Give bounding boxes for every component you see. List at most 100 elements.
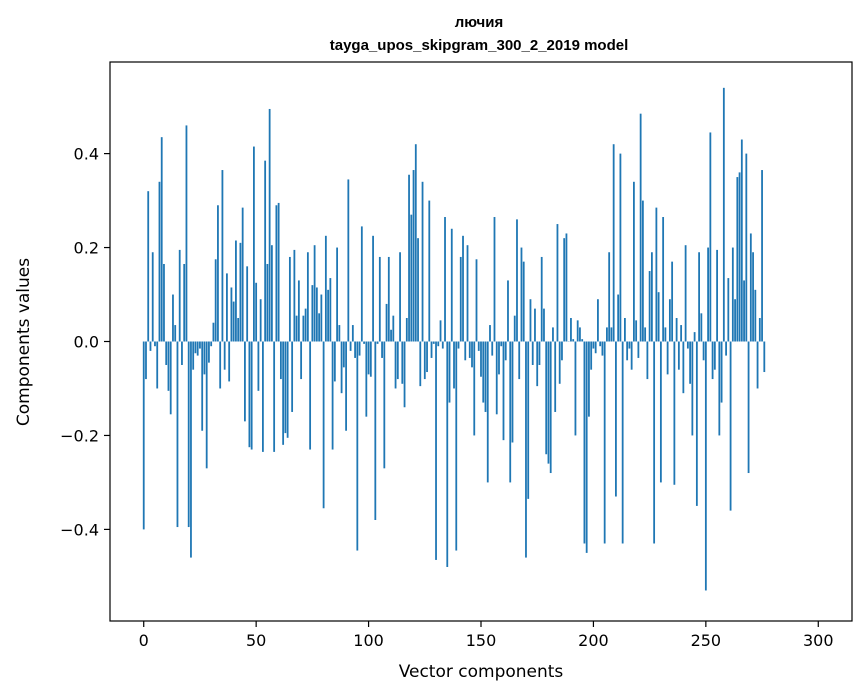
bar-75 [311,285,314,342]
bar-89 [342,341,345,368]
bar-97 [360,226,363,342]
bar-106 [381,341,383,358]
bar-118 [408,174,410,342]
bar-72 [304,308,307,342]
bar-69 [297,280,300,342]
bar-64 [286,341,289,438]
bar-147 [473,341,476,436]
bar-219 [635,320,638,342]
bar-128 [430,341,433,358]
bar-166 [516,219,518,342]
bar-159 [500,341,503,347]
bar-144 [466,245,469,342]
bar-123 [419,341,422,387]
bar-196 [583,341,586,544]
bar-175 [536,341,539,387]
bar-153 [486,341,489,483]
bar-162 [507,280,509,342]
bar-194 [579,327,581,342]
bar-108 [385,303,388,342]
bar-136 [448,341,451,403]
bar-167 [518,341,521,380]
bar-204 [601,341,604,356]
bar-244 [691,341,694,436]
bar-71 [302,315,305,342]
bar-260 [727,278,730,342]
bar-273 [756,341,759,389]
x-tick-label: 200 [578,631,609,650]
bar-96 [358,341,361,356]
x-ticks: 0 50 100 150 200 250 300 [139,621,834,650]
bar-255 [716,249,718,342]
bar-171 [527,341,530,499]
bar-238 [677,341,680,370]
bar-79 [320,294,323,342]
bar-53 [262,341,264,452]
bar-36 [223,341,226,370]
bar-179 [545,341,548,455]
y-tick-label: 0.4 [74,145,99,164]
bar-15 [176,341,179,528]
bar-95 [356,341,359,551]
bar-154 [489,325,491,342]
bar-223 [644,327,647,342]
bar-181 [549,341,552,474]
bar-65 [288,256,291,342]
bar-224 [646,341,649,380]
bar-14 [174,325,177,342]
bar-77 [315,287,318,342]
bar-165 [513,315,516,342]
bar-110 [390,329,392,342]
bar-274 [758,318,761,342]
bar-213 [621,341,624,544]
bar-178 [543,308,545,342]
bar-52 [259,299,262,342]
bar-210 [615,341,617,497]
bar-31 [212,322,215,342]
bar-92 [349,341,352,351]
bar-241 [684,245,687,342]
bar-66 [291,341,294,412]
bar-201 [594,341,597,354]
bar-133 [441,341,444,349]
bar-263 [734,299,736,342]
bar-182 [552,327,554,342]
bar-30 [210,341,213,347]
bar-6 [156,341,159,389]
bar-140 [457,341,460,349]
bar-191 [572,339,575,342]
bar-125 [423,341,426,380]
bar-164 [511,341,514,443]
bar-229 [657,292,660,342]
bar-5 [154,341,156,347]
x-tick-label: 150 [466,631,497,650]
bar-269 [747,341,750,474]
bar-168 [520,247,523,342]
bar-38 [228,341,231,382]
bar-47 [248,341,251,448]
bar-12 [169,341,172,415]
bar-227 [653,341,656,544]
bar-113 [396,341,399,380]
bar-239 [680,325,683,342]
bar-51 [257,341,260,391]
bar-240 [682,341,685,394]
bar-254 [713,341,716,370]
bar-233 [666,341,669,375]
bar-2 [147,191,150,342]
bar-268 [745,153,748,342]
bar-161 [504,341,507,361]
bar-214 [624,318,626,342]
bar-29 [208,341,210,363]
bar-54 [264,160,267,342]
bar-225 [648,271,651,342]
bar-88 [340,341,343,394]
bar-68 [295,315,298,342]
bar-160 [502,341,505,441]
bar-115 [401,341,404,384]
bar-27 [203,341,206,375]
x-tick-label: 300 [803,631,834,650]
bar-157 [495,341,498,415]
bar-18 [183,263,186,342]
bar-265 [738,172,741,342]
